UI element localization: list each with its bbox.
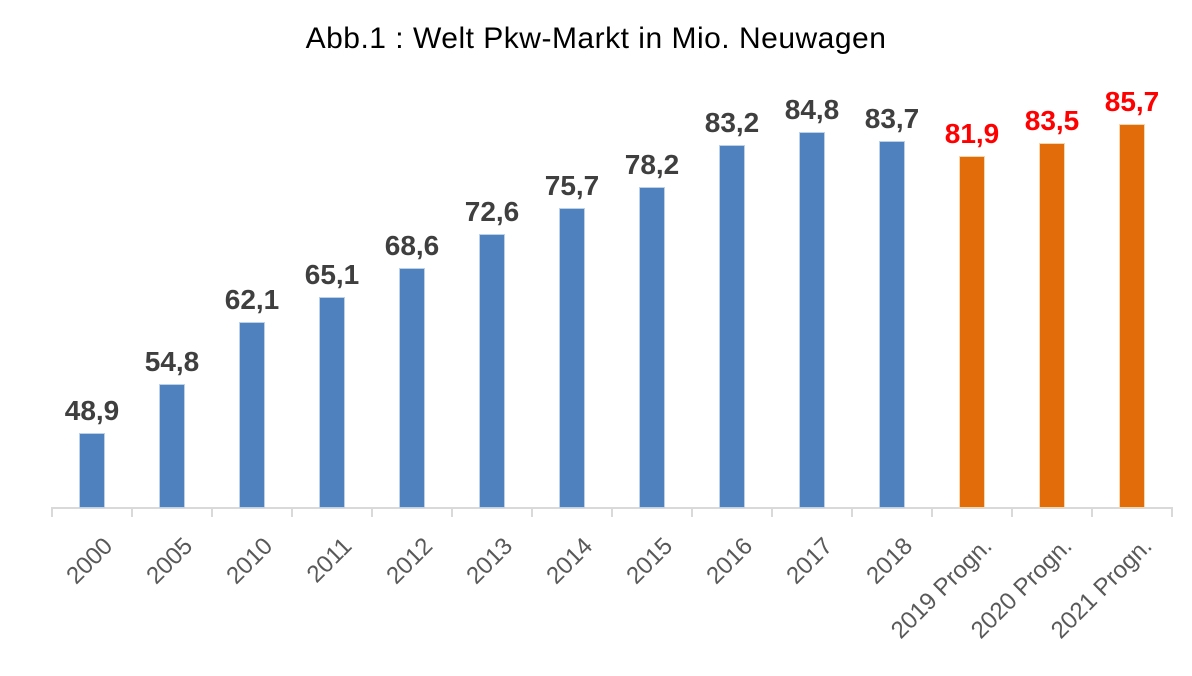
x-axis-tick xyxy=(211,507,213,517)
bar-2014 xyxy=(559,208,585,508)
bar-2020-progn- xyxy=(1039,143,1065,508)
x-axis-label: 2014 xyxy=(540,532,598,590)
bar-value-label: 85,7 xyxy=(1104,86,1160,117)
x-axis-tick xyxy=(531,507,533,517)
x-axis-label: 2013 xyxy=(460,532,518,590)
x-axis-label: 2005 xyxy=(140,532,198,590)
bar-2011 xyxy=(319,297,345,508)
x-axis-tick xyxy=(931,507,933,517)
bar-value-label: 83,7 xyxy=(864,103,920,134)
x-axis-tick xyxy=(1171,507,1173,517)
x-axis-tick xyxy=(51,507,53,517)
bar-value-label: 72,6 xyxy=(464,196,520,227)
bar-value-label: 81,9 xyxy=(944,118,1000,149)
bar-2017 xyxy=(799,132,825,508)
x-axis-label: 2011 xyxy=(302,532,358,589)
bar-value-label: 83,5 xyxy=(1024,105,1080,136)
x-axis-tick xyxy=(451,507,453,517)
x-axis-label: 2010 xyxy=(220,532,278,590)
bar-value-label: 78,2 xyxy=(624,149,680,180)
x-axis-tick xyxy=(1091,507,1093,517)
bar-value-label: 84,8 xyxy=(784,94,840,125)
bar-value-label: 62,1 xyxy=(224,284,280,315)
bar-2021-progn- xyxy=(1119,124,1145,508)
x-axis-label: 2017 xyxy=(780,532,838,590)
bar-2019-progn- xyxy=(959,156,985,508)
bar-value-label: 65,1 xyxy=(304,259,360,290)
x-axis-tick xyxy=(611,507,613,517)
bar-2015 xyxy=(639,187,665,508)
bar-2018 xyxy=(879,141,905,508)
bar-2016 xyxy=(719,145,745,508)
x-axis-label: 2018 xyxy=(860,532,918,590)
bar-value-label: 54,8 xyxy=(144,346,200,377)
chart-title: Abb.1 : Welt Pkw-Markt in Mio. Neuwagen xyxy=(305,22,887,55)
x-axis-tick xyxy=(1011,507,1013,517)
bar-value-label: 83,2 xyxy=(704,107,760,138)
x-axis-label: 2012 xyxy=(380,532,438,590)
bar-value-label: 68,6 xyxy=(384,230,440,261)
x-axis-tick xyxy=(771,507,773,517)
bar-value-label: 75,7 xyxy=(544,170,600,201)
bar-2012 xyxy=(399,268,425,508)
x-axis-tick xyxy=(131,507,133,517)
x-axis-tick xyxy=(371,507,373,517)
x-axis-label: 2016 xyxy=(700,532,758,590)
x-axis-tick xyxy=(291,507,293,517)
bar-2005 xyxy=(159,384,185,508)
bar-2000 xyxy=(79,433,105,508)
x-axis-label: 2000 xyxy=(60,532,118,590)
bar-value-label: 48,9 xyxy=(64,395,120,426)
x-axis-label: 2015 xyxy=(620,532,678,590)
bar-2010 xyxy=(239,322,265,508)
x-axis-tick xyxy=(851,507,853,517)
x-axis-tick xyxy=(691,507,693,517)
bar-2013 xyxy=(479,234,505,508)
